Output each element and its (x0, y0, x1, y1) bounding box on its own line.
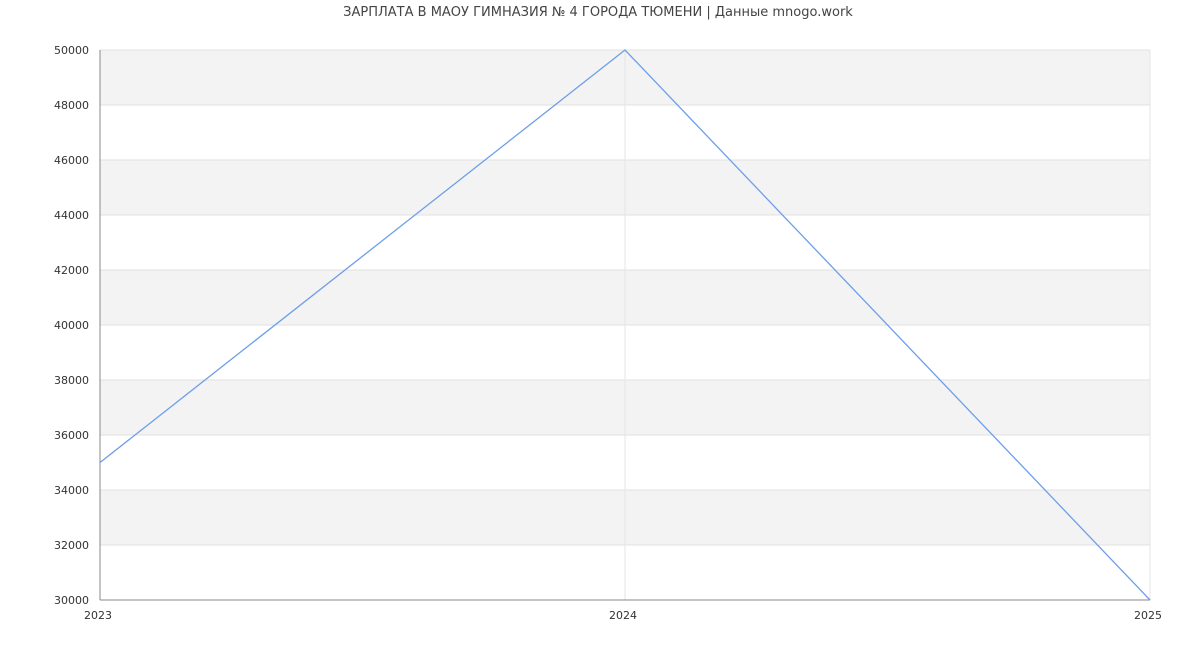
y-tick-label: 50000 (54, 44, 89, 57)
x-tick-label: 2025 (1134, 609, 1162, 622)
x-tick-label: 2024 (609, 609, 637, 622)
y-tick-label: 42000 (54, 264, 89, 277)
y-tick-label: 48000 (54, 99, 89, 112)
y-tick-label: 34000 (54, 484, 89, 497)
y-tick-label: 46000 (54, 154, 89, 167)
y-tick-label: 30000 (54, 594, 89, 607)
y-tick-label: 44000 (54, 209, 89, 222)
chart-title: ЗАРПЛАТА В МАОУ ГИМНАЗИЯ № 4 ГОРОДА ТЮМЕ… (343, 5, 853, 20)
y-tick-label: 38000 (54, 374, 89, 387)
y-tick-label: 40000 (54, 319, 89, 332)
y-tick-label: 36000 (54, 429, 89, 442)
x-tick-label: 2023 (84, 609, 112, 622)
y-tick-label: 32000 (54, 539, 89, 552)
